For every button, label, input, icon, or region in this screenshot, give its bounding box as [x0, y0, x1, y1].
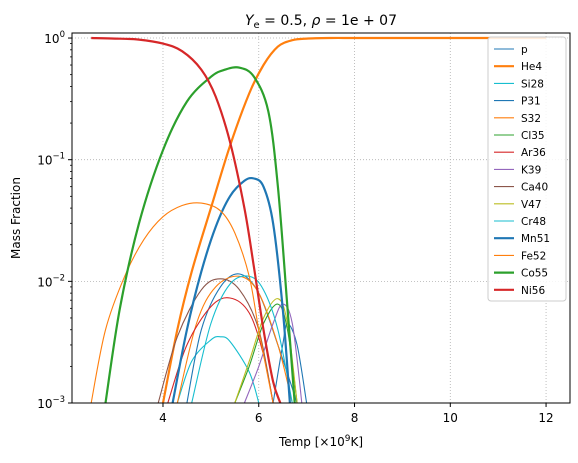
- legend-label-cr48: Cr48: [521, 216, 546, 228]
- legend: p He4 Si28 P31 S32 Cl35 Ar36 K39 Ca40 V47 Cr48 Mn51…: [487, 36, 567, 302]
- y-tick-label: 10−2: [37, 273, 65, 289]
- legend-label-s32: S32: [521, 113, 541, 125]
- legend-label-ni56: Ni56: [521, 285, 545, 297]
- plot-frame: [71, 32, 571, 404]
- y-tick-label: 10−3: [37, 395, 65, 411]
- legend-label-co55: Co55: [521, 268, 548, 280]
- legend-label-mn51: Mn51: [521, 233, 550, 245]
- y-tick-label: 10−1: [37, 152, 65, 168]
- x-tick-label: 10: [443, 411, 458, 425]
- legend-label-ca40: Ca40: [521, 182, 548, 194]
- legend-label-si28: Si28: [521, 78, 544, 90]
- x-tick-label: 8: [351, 411, 359, 425]
- series-line-mn51: [171, 176, 291, 403]
- chart-title: Ye = 0.5, ρ = 1e + 07: [245, 13, 397, 31]
- legend-label-v47: V47: [521, 199, 542, 211]
- x-tick-label: 4: [159, 411, 167, 425]
- legend-label-p: p: [521, 44, 528, 56]
- legend-label-cl35: Cl35: [521, 130, 545, 142]
- legend-label-p31: P31: [521, 96, 541, 108]
- series-line-he4: [161, 36, 547, 403]
- series-line-si28: [176, 336, 260, 403]
- legend-label-he4: He4: [521, 61, 542, 73]
- y-tick-label: 100: [44, 30, 65, 46]
- series-line-fe52: [90, 202, 274, 403]
- legend-label-ar36: Ar36: [521, 147, 546, 159]
- x-tick-label: 12: [538, 411, 553, 425]
- x-axis-label: Temp [×109K]: [278, 434, 363, 449]
- series-line-ni56: [91, 36, 282, 403]
- series-line-co55: [104, 66, 296, 403]
- series-line-k39: [243, 303, 303, 403]
- x-axis: 4 6 8 10 12: [159, 403, 554, 425]
- legend-label-fe52: Fe52: [521, 250, 546, 262]
- legend-label-k39: K39: [521, 164, 541, 176]
- y-axis: 10−3 10−2 10−1 100: [37, 30, 72, 411]
- legend-box: [487, 36, 567, 302]
- x-tick-label: 6: [255, 411, 263, 425]
- y-axis-label: Mass Fraction: [9, 177, 23, 259]
- series-lines: [90, 36, 547, 403]
